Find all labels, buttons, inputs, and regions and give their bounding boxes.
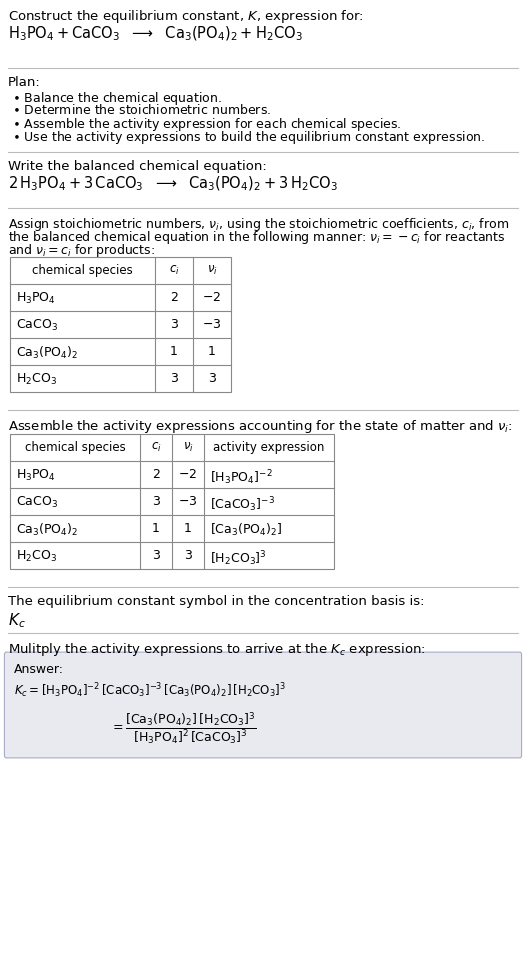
Text: $\mathrm{H_3PO_4}$: $\mathrm{H_3PO_4}$ (16, 291, 56, 307)
Text: $[\mathrm{H_3PO_4}]^{-2}$: $[\mathrm{H_3PO_4}]^{-2}$ (210, 468, 272, 486)
Text: $\mathrm{H_3PO_4}$: $\mathrm{H_3PO_4}$ (16, 468, 56, 483)
Text: 3: 3 (170, 318, 178, 331)
Bar (10, 434, 334, 569)
Text: $[\mathrm{CaCO_3}]^{-3}$: $[\mathrm{CaCO_3}]^{-3}$ (210, 495, 275, 514)
Text: $-3$: $-3$ (178, 495, 198, 508)
Text: $\bullet$ Assemble the activity expression for each chemical species.: $\bullet$ Assemble the activity expressi… (12, 116, 401, 133)
Text: 3: 3 (152, 495, 160, 508)
Text: activity expression: activity expression (214, 441, 325, 454)
Text: 1: 1 (170, 345, 178, 358)
Text: the balanced chemical equation in the following manner: $\nu_i = -c_i$ for react: the balanced chemical equation in the fo… (8, 229, 505, 246)
Text: Construct the equilibrium constant, $K$, expression for:: Construct the equilibrium constant, $K$,… (8, 8, 364, 25)
Text: chemical species: chemical species (25, 441, 125, 454)
FancyBboxPatch shape (4, 653, 522, 758)
Text: $\nu_i$: $\nu_i$ (183, 441, 194, 455)
Text: $\mathrm{Ca_3(PO_4)_2}$: $\mathrm{Ca_3(PO_4)_2}$ (16, 345, 78, 361)
Text: $\mathrm{H_2CO_3}$: $\mathrm{H_2CO_3}$ (16, 549, 57, 564)
Text: $\mathrm{H_2CO_3}$: $\mathrm{H_2CO_3}$ (16, 372, 57, 387)
Text: $[\mathrm{H_2CO_3}]^{3}$: $[\mathrm{H_2CO_3}]^{3}$ (210, 549, 267, 568)
Text: $\mathrm{CaCO_3}$: $\mathrm{CaCO_3}$ (16, 495, 58, 510)
Text: Assemble the activity expressions accounting for the state of matter and $\nu_i$: Assemble the activity expressions accoun… (8, 418, 513, 435)
Text: $\mathrm{H_3PO_4 + CaCO_3}$  $\longrightarrow$  $\mathrm{Ca_3(PO_4)_2 + H_2CO_3}: $\mathrm{H_3PO_4 + CaCO_3}$ $\longrighta… (8, 25, 302, 43)
Text: $\mathrm{2\,H_3PO_4 + 3\,CaCO_3}$  $\longrightarrow$  $\mathrm{Ca_3(PO_4)_2 + 3\: $\mathrm{2\,H_3PO_4 + 3\,CaCO_3}$ $\long… (8, 175, 338, 193)
Text: Answer:: Answer: (14, 663, 64, 676)
Text: $-2$: $-2$ (178, 468, 198, 481)
Text: $\bullet$ Balance the chemical equation.: $\bullet$ Balance the chemical equation. (12, 90, 222, 107)
Text: $= \dfrac{[\mathrm{Ca_3(PO_4)_2}]\,[\mathrm{H_2CO_3}]^3}{[\mathrm{H_3PO_4}]^2\,[: $= \dfrac{[\mathrm{Ca_3(PO_4)_2}]\,[\mat… (110, 710, 257, 746)
Text: $\bullet$ Use the activity expressions to build the equilibrium constant express: $\bullet$ Use the activity expressions t… (12, 129, 485, 146)
Text: 3: 3 (152, 549, 160, 562)
Text: The equilibrium constant symbol in the concentration basis is:: The equilibrium constant symbol in the c… (8, 595, 424, 608)
Text: 2: 2 (152, 468, 160, 481)
Text: $c_i$: $c_i$ (169, 264, 179, 277)
Text: Plan:: Plan: (8, 76, 41, 89)
Text: and $\nu_i = c_i$ for products:: and $\nu_i = c_i$ for products: (8, 242, 155, 259)
Text: 3: 3 (184, 549, 192, 562)
Text: Write the balanced chemical equation:: Write the balanced chemical equation: (8, 160, 267, 173)
Bar (10, 257, 231, 392)
Text: $K_c = [\mathrm{H_3PO_4}]^{-2}\,[\mathrm{CaCO_3}]^{-3}\,[\mathrm{Ca_3(PO_4)_2}]\: $K_c = [\mathrm{H_3PO_4}]^{-2}\,[\mathrm… (14, 681, 286, 700)
Text: 3: 3 (208, 372, 216, 385)
Text: 2: 2 (170, 291, 178, 304)
Text: 1: 1 (152, 522, 160, 535)
Text: $-2$: $-2$ (203, 291, 221, 304)
Text: 3: 3 (170, 372, 178, 385)
Text: $\bullet$ Determine the stoichiometric numbers.: $\bullet$ Determine the stoichiometric n… (12, 103, 271, 117)
Text: $\nu_i$: $\nu_i$ (207, 264, 217, 277)
Text: 1: 1 (208, 345, 216, 358)
Text: 1: 1 (184, 522, 192, 535)
Text: Mulitply the activity expressions to arrive at the $K_c$ expression:: Mulitply the activity expressions to arr… (8, 641, 426, 658)
Text: $\mathrm{Ca_3(PO_4)_2}$: $\mathrm{Ca_3(PO_4)_2}$ (16, 522, 78, 538)
Text: $[\mathrm{Ca_3(PO_4)_2}]$: $[\mathrm{Ca_3(PO_4)_2}]$ (210, 522, 282, 538)
Text: $-3$: $-3$ (203, 318, 221, 331)
Text: $K_c$: $K_c$ (8, 611, 26, 629)
Text: $\mathrm{CaCO_3}$: $\mathrm{CaCO_3}$ (16, 318, 58, 333)
Text: Assign stoichiometric numbers, $\nu_i$, using the stoichiometric coefficients, $: Assign stoichiometric numbers, $\nu_i$, … (8, 216, 509, 233)
Text: chemical species: chemical species (32, 264, 133, 277)
Text: $c_i$: $c_i$ (150, 441, 161, 455)
